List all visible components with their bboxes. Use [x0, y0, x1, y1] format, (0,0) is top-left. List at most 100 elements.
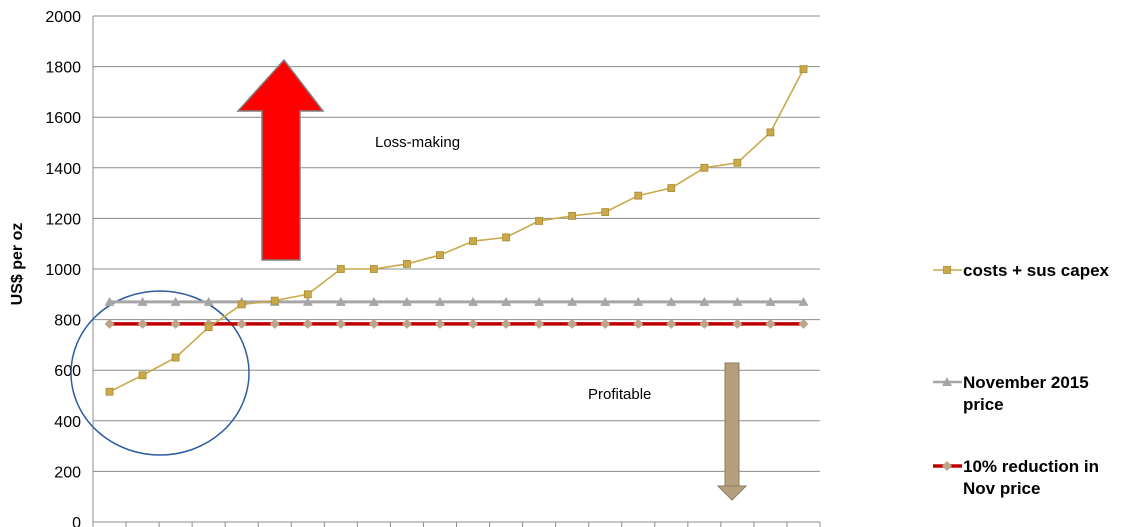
axes: [92, 16, 821, 527]
data-point: [369, 265, 378, 273]
data-point: [600, 296, 611, 306]
data-point: [469, 237, 477, 246]
y-tick-label: 1600: [45, 110, 81, 127]
data-point: [501, 296, 512, 306]
y-axis-label: US$ per oz: [9, 223, 26, 306]
legend-label: November 2015: [963, 373, 1089, 392]
y-tick-label: 1000: [45, 262, 81, 279]
data-point: [104, 296, 115, 306]
series-0: [105, 65, 808, 396]
data-point: [502, 233, 510, 242]
data-point: [468, 296, 479, 306]
series-2: [104, 318, 809, 329]
data-point: [633, 318, 644, 329]
data-point: [942, 377, 952, 386]
data-point: [335, 296, 346, 306]
data-point: [567, 296, 578, 306]
data-point: [236, 318, 247, 329]
y-tick-label: 2000: [45, 9, 81, 26]
data-point: [434, 296, 445, 306]
data-point: [942, 461, 952, 471]
data-point: [468, 318, 479, 329]
legend-item-0: costs + sus capex: [933, 261, 1110, 280]
data-point: [401, 296, 412, 306]
data-point: [567, 318, 578, 329]
data-point: [138, 371, 147, 380]
data-point: [766, 128, 775, 137]
data-point: [269, 318, 280, 329]
y-tick-label: 200: [54, 464, 81, 481]
y-tick-label: 600: [54, 363, 81, 380]
legend-label: 10% reduction in: [963, 457, 1099, 476]
data-point: [270, 296, 279, 305]
data-point: [303, 290, 312, 299]
data-point: [733, 158, 742, 167]
data-point: [535, 217, 544, 225]
down-arrow-icon: [716, 362, 748, 501]
data-point: [765, 296, 776, 306]
up-arrow-icon: [236, 58, 325, 261]
data-point: [104, 318, 115, 329]
data-point: [700, 163, 709, 172]
data-point: [501, 318, 512, 329]
data-point: [401, 318, 412, 329]
data-point: [171, 353, 180, 362]
series: [104, 65, 809, 396]
y-tick-label: 1800: [45, 60, 81, 77]
data-point: [667, 184, 676, 192]
data-point: [634, 191, 643, 200]
data-point: [302, 296, 313, 306]
data-point: [335, 318, 346, 329]
data-point: [633, 296, 644, 306]
data-point: [765, 318, 776, 329]
data-point: [336, 265, 345, 273]
legend-label: costs + sus capex: [963, 261, 1110, 280]
data-point: [137, 296, 148, 306]
gridlines: 0 200 400 600 800 1000 1200 1400 1600 1800 2000: [45, 9, 820, 527]
data-point: [943, 266, 951, 274]
series-line: [109, 68, 805, 393]
data-point: [403, 260, 411, 268]
series-1: [104, 296, 809, 306]
data-point: [170, 318, 181, 329]
y-tick-label: 400: [54, 414, 81, 431]
y-tick-label: 1200: [45, 211, 81, 228]
annotation-profitable: Profitable: [588, 386, 651, 403]
data-point: [666, 296, 677, 306]
data-point: [534, 318, 545, 329]
data-point: [732, 318, 743, 329]
legend-label: Nov price: [963, 479, 1040, 498]
data-point: [799, 65, 808, 74]
y-tick-label: 800: [54, 313, 81, 330]
data-point: [105, 387, 114, 396]
legend-item-2: 10% reduction in Nov price: [933, 457, 1099, 498]
data-point: [600, 318, 611, 329]
legend-label: price: [963, 395, 1004, 414]
data-point: [601, 208, 610, 216]
data-point: [368, 296, 379, 306]
legend-item-1: November 2015 price: [933, 373, 1089, 414]
data-point: [204, 323, 213, 332]
data-point: [732, 296, 743, 306]
data-point: [368, 318, 379, 329]
data-point: [137, 318, 148, 329]
annotation-loss-making: Loss-making: [375, 134, 460, 151]
data-point: [699, 296, 710, 306]
data-point: [434, 318, 445, 329]
legend: costs + sus capex November 2015 price 10% r…: [933, 261, 1110, 498]
data-point: [798, 318, 809, 329]
y-tick-label: 1400: [45, 161, 81, 178]
data-point: [798, 296, 809, 306]
data-point: [568, 211, 577, 220]
data-point: [170, 296, 181, 306]
data-point: [666, 318, 677, 329]
data-point: [302, 318, 313, 329]
data-point: [534, 296, 545, 306]
data-point: [237, 300, 246, 309]
data-point: [436, 251, 444, 259]
highlight-circle: [70, 290, 250, 456]
y-tick-label: 0: [72, 515, 81, 527]
data-point: [203, 296, 214, 306]
data-point: [699, 318, 710, 329]
